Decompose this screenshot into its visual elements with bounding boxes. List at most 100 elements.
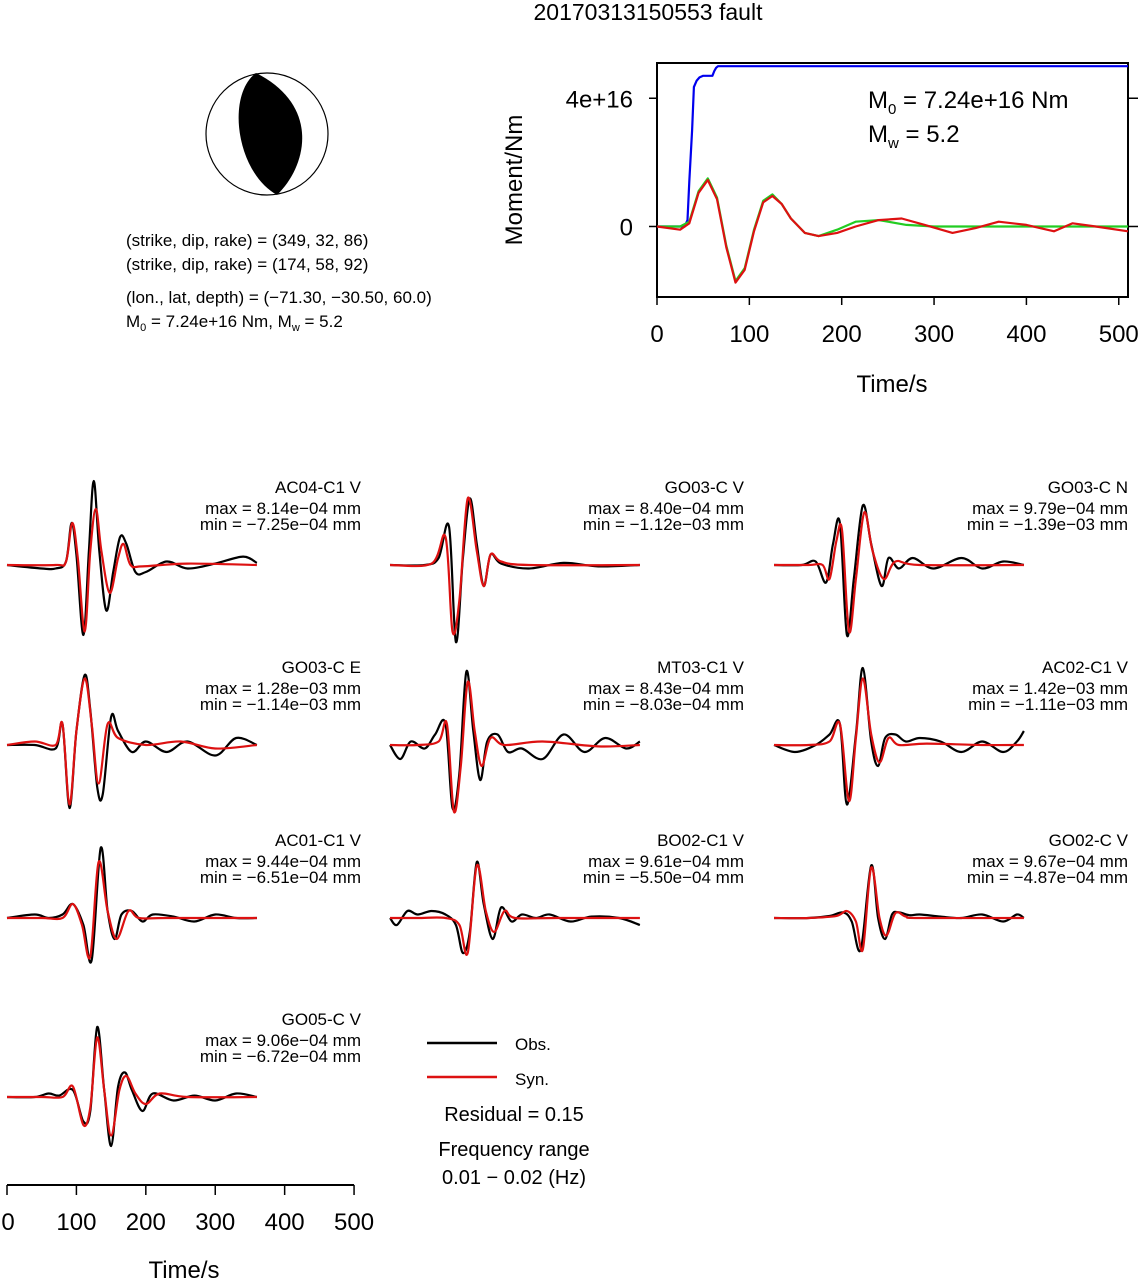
station-max: max = 1.28e−03 mm xyxy=(205,679,361,698)
waveform-xtick-label: 0 xyxy=(1,1209,14,1236)
station-max: max = 8.43e−04 mm xyxy=(588,679,744,698)
legend-obs-label: Obs. xyxy=(515,1035,551,1054)
moment-xtick-label: 0 xyxy=(650,321,663,348)
synthetic-trace xyxy=(6,507,257,633)
synthetic-trace xyxy=(390,863,640,956)
synthetic-trace xyxy=(773,677,1024,803)
moment-m0-annotation: M0 = 7.24e+16 Nm xyxy=(868,87,1068,118)
ann-m0-rest: = 7.24e+16 Nm xyxy=(896,87,1068,114)
station-max: max = 9.44e−04 mm xyxy=(205,852,361,871)
frequency-title: Frequency range xyxy=(438,1139,589,1161)
m0-label: M xyxy=(126,312,140,331)
station-min: min = −6.51e−04 mm xyxy=(200,868,361,887)
waveform-xtick-label: 500 xyxy=(334,1209,374,1236)
moment-xtick-label: 400 xyxy=(1006,321,1046,348)
station-name: GO03-C V xyxy=(665,478,745,497)
moment-mw-annotation: Mw = 5.2 xyxy=(868,121,960,152)
legend-syn-label: Syn. xyxy=(515,1070,549,1089)
moment-plot-frame xyxy=(656,62,1129,298)
station-name: MT03-C1 V xyxy=(657,658,745,677)
observed-trace xyxy=(6,846,257,964)
moment-axis-ticks: 0 100 200 300 400 500 0 4e+16 xyxy=(566,86,1139,348)
magnitude-text: M0 = 7.24e+16 Nm, Mw = 5.2 xyxy=(126,312,343,334)
station-min: min = −1.12e−03 mm xyxy=(583,515,744,534)
legend: Obs. Syn. Residual = 0.15 Frequency rang… xyxy=(427,1035,590,1189)
moment-xlabel: Time/s xyxy=(856,371,927,398)
station-min: min = −1.39e−03 mm xyxy=(967,515,1128,534)
waveform-xtick-label: 200 xyxy=(126,1209,166,1236)
moment-xtick-label: 500 xyxy=(1099,321,1139,348)
moment-ylabel: Moment/Nm xyxy=(501,115,528,246)
plane1-text: (strike, dip, rake) = (349, 32, 86) xyxy=(126,231,368,250)
station-name: GO02-C V xyxy=(1049,831,1129,850)
synthetic-trace xyxy=(7,1036,257,1137)
ann-mw-sub: w xyxy=(887,135,899,152)
observed-trace xyxy=(6,1025,258,1148)
station-name: AC04-C1 V xyxy=(275,478,362,497)
mw-subscript: w xyxy=(291,322,300,334)
moment-series-red xyxy=(656,178,1129,284)
mw-value: = 5.2 xyxy=(300,312,343,331)
station-max: max = 1.42e−03 mm xyxy=(972,679,1128,698)
frequency-range: 0.01 − 0.02 (Hz) xyxy=(442,1167,586,1189)
station-min: min = −5.50e−04 mm xyxy=(583,868,744,887)
plane2-text: (strike, dip, rake) = (174, 58, 92) xyxy=(126,255,368,274)
synthetic-trace xyxy=(6,677,257,806)
station-name: AC01-C1 V xyxy=(275,831,362,850)
station-min: min = −8.03e−04 mm xyxy=(583,695,744,714)
residual-text: Residual = 0.15 xyxy=(444,1104,584,1126)
synthetic-trace xyxy=(7,860,257,960)
waveform-xlabel: Time/s xyxy=(148,1257,219,1281)
moment-xtick-label: 300 xyxy=(914,321,954,348)
station-min: min = −6.72e−04 mm xyxy=(200,1047,361,1066)
station-name: AC02-C1 V xyxy=(1042,658,1129,677)
station-name: GO05-C V xyxy=(282,1010,362,1029)
moment-ytick-label: 0 xyxy=(620,214,633,241)
station-max: max = 8.40e−04 mm xyxy=(588,499,744,518)
m0-subscript: 0 xyxy=(140,322,146,334)
moment-series-blue xyxy=(657,65,1128,228)
station-min: min = −4.87e−04 mm xyxy=(967,868,1128,887)
ann-m0-main: M xyxy=(868,87,888,114)
synthetic-trace xyxy=(773,866,1024,953)
figure-title: 20170313150553 fault xyxy=(534,0,764,25)
beachball-compressional-quadrant xyxy=(238,73,303,195)
station-max: max = 9.06e−04 mm xyxy=(205,1031,361,1050)
station-max: max = 9.61e−04 mm xyxy=(588,852,744,871)
synthetic-trace xyxy=(389,680,640,814)
station-min: min = −1.11e−03 mm xyxy=(968,695,1128,714)
waveform-xtick-label: 100 xyxy=(56,1209,96,1236)
mechanism-info: (strike, dip, rake) = (349, 32, 86) (str… xyxy=(126,231,432,334)
moment-series-lines xyxy=(656,65,1129,284)
ann-mw-rest: = 5.2 xyxy=(899,121,960,148)
focal-mechanism-beachball xyxy=(205,72,329,196)
moment-xtick-label: 100 xyxy=(729,321,769,348)
moment-ytick-label: 4e+16 xyxy=(566,86,633,113)
m0-value: = 7.24e+16 Nm, M xyxy=(146,312,292,331)
waveform-xtick-label: 300 xyxy=(195,1209,235,1236)
ann-m0-sub: 0 xyxy=(888,101,896,118)
location-text: (lon., lat, depth) = (−71.30, −30.50, 60… xyxy=(126,288,432,307)
station-max: max = 9.79e−04 mm xyxy=(972,499,1128,518)
station-name: GO03-C E xyxy=(282,658,361,677)
ann-mw-main: M xyxy=(868,121,888,148)
station-max: max = 8.14e−04 mm xyxy=(205,499,361,518)
station-name: GO03-C N xyxy=(1048,478,1128,497)
waveform-xtick-label: 400 xyxy=(265,1209,305,1236)
station-max: max = 9.67e−04 mm xyxy=(972,852,1128,871)
synthetic-trace xyxy=(773,511,1024,634)
synthetic-trace xyxy=(389,496,640,636)
